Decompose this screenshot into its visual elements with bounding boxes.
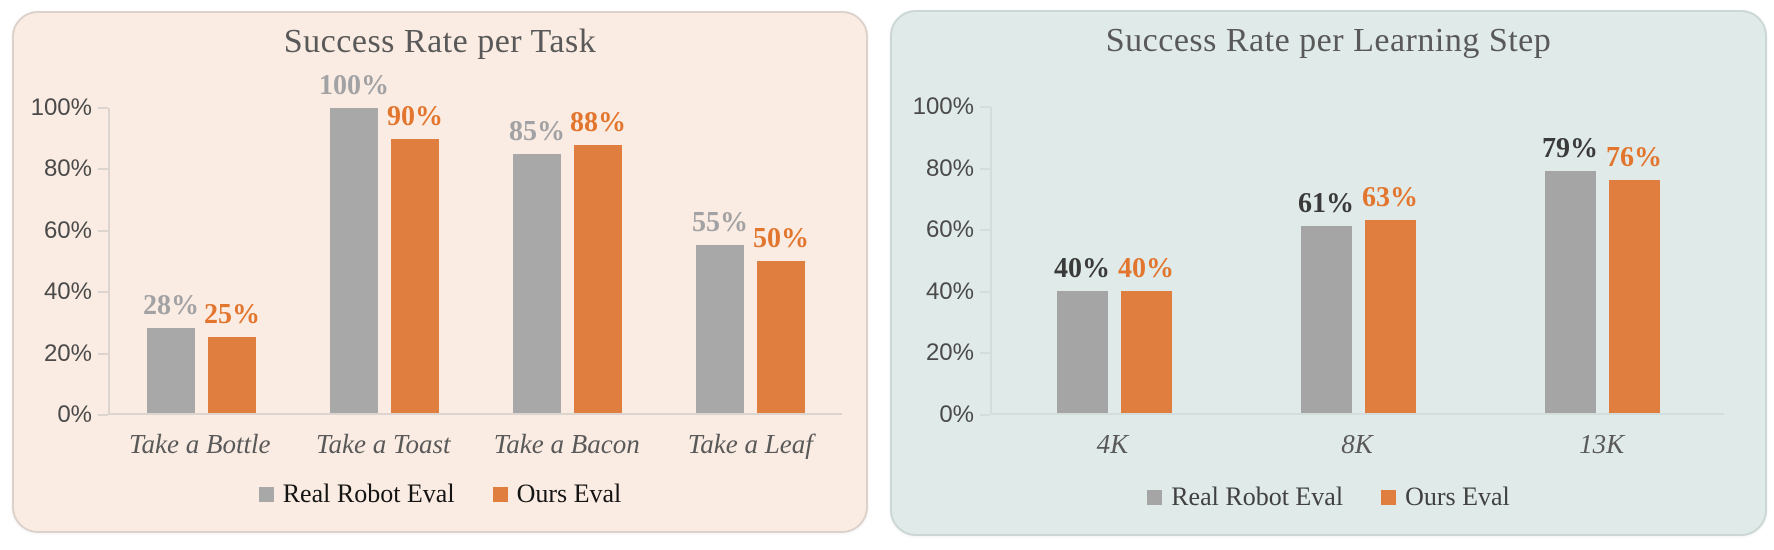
legend-swatch-icon (1147, 489, 1163, 505)
y-tick-mark (980, 352, 990, 355)
y-tick-label: 20% (43, 339, 92, 367)
bar-value-label: 25% (204, 298, 260, 330)
bar-value-label: 85% (509, 115, 565, 147)
y-tick-label: 80% (43, 155, 92, 183)
bar-real-robot-eval-take-a-leaf: 55% (692, 209, 748, 413)
legend-label: Ours Eval (1405, 482, 1510, 511)
legend-swatch-icon (1381, 489, 1397, 505)
y-tick-label: 100% (30, 94, 92, 121)
bar-ours-eval-13k: 76% (1606, 144, 1662, 413)
y-tick-mark (980, 414, 990, 416)
bar-value-label: 40% (1054, 252, 1110, 284)
y-tick-mark (980, 229, 990, 232)
bar-value-label: 55% (692, 207, 748, 239)
y-tick-label: 0% (57, 401, 92, 428)
legend-entry-real-robot-eval: Real Robot Eval (258, 479, 455, 508)
chart-title: Success Rate per Task (283, 23, 597, 60)
plot-area: 40% 40% 61% 63% 79% 76% (990, 107, 1724, 415)
bar-group-8k: 61% 63% (1236, 107, 1480, 413)
chart-title: Success Rate per Learning Step (1105, 22, 1552, 59)
bar-ours-eval-take-a-bacon: 88% (570, 108, 626, 413)
y-tick-label: 100% (912, 93, 974, 120)
plot-area: 28% 25% 100% 90% 85% 88% 55% 50% (108, 72, 842, 415)
bar-ours-eval-take-a-bottle: 25% (204, 300, 260, 413)
bar-real-robot-eval-13k: 79% (1542, 135, 1598, 413)
category-label-take-a-toast: Take a Toast (315, 429, 451, 459)
x-axis-category-labels: Take a Bottle Take a Toast Take a Bacon Tak… (108, 429, 842, 460)
legend: Real Robot Eval Ours Eval (892, 484, 1765, 510)
bar-real-robot-eval-take-a-bottle: 28% (143, 291, 199, 413)
bar-value-label: 88% (570, 106, 626, 138)
category-label-take-a-bottle: Take a Bottle (129, 429, 271, 459)
legend-swatch-icon (258, 486, 274, 502)
bar-value-label: 100% (319, 70, 389, 101)
bar-group-take-a-toast: 100% 90% (293, 72, 476, 413)
y-tick-mark (98, 352, 108, 355)
bar-value-label: 50% (753, 222, 809, 254)
bar-value-label: 79% (1542, 133, 1598, 165)
bar-ours-eval-take-a-leaf: 50% (753, 224, 809, 413)
bar-ours-eval-take-a-toast: 90% (387, 102, 443, 413)
legend-entry-ours-eval: Ours Eval (1381, 484, 1510, 510)
bar-group-take-a-bacon: 85% 88% (476, 108, 659, 413)
y-tick-label: 0% (939, 401, 974, 428)
bar-real-robot-eval-take-a-toast: 100% (319, 72, 389, 413)
bar-value-label: 90% (387, 100, 443, 132)
y-tick-label: 20% (925, 339, 974, 367)
y-axis: 0% 20% 40% 60% 80% 100% (14, 96, 108, 427)
legend-label: Real Robot Eval (1171, 482, 1344, 511)
bar-real-robot-eval-take-a-bacon: 85% (509, 117, 565, 413)
bar-value-label: 28% (143, 289, 199, 321)
legend-swatch-icon (492, 486, 508, 502)
bar-ours-eval-8k: 63% (1362, 184, 1418, 413)
legend-entry-ours-eval: Ours Eval (492, 479, 622, 508)
chart-panel-success-rate-per-learning-step: Success Rate per Learning Step 0% 20% 40% 6… (890, 10, 1767, 536)
bar-real-robot-eval-8k: 61% (1298, 190, 1354, 413)
bar-group-take-a-bottle: 28% 25% (110, 108, 293, 413)
y-tick-label: 80% (925, 154, 974, 182)
bar-ours-eval-4k: 40% (1118, 254, 1174, 413)
legend-label: Real Robot Eval (282, 479, 455, 508)
y-tick-mark (980, 106, 990, 108)
y-tick-label: 40% (925, 277, 974, 305)
y-tick-mark (98, 414, 108, 416)
category-label-take-a-leaf: Take a Leaf (687, 429, 813, 459)
legend-entry-real-robot-eval: Real Robot Eval (1147, 484, 1343, 510)
legend: Real Robot Eval Ours Eval (14, 481, 866, 507)
bar-group-take-a-leaf: 55% 50% (659, 108, 842, 413)
chart-panel-success-rate-per-task: Success Rate per Task 0% 20% 40% 60% 80% 100%… (12, 11, 868, 533)
legend-label: Ours Eval (516, 479, 622, 508)
y-tick-mark (98, 107, 108, 109)
bar-group-4k: 40% 40% (992, 107, 1236, 413)
bar-value-label: 40% (1118, 252, 1174, 284)
y-axis: 0% 20% 40% 60% 80% 100% (892, 95, 990, 427)
y-tick-mark (98, 229, 108, 232)
x-axis-category-labels: 4K 8K 13K (990, 429, 1724, 460)
y-tick-mark (98, 168, 108, 171)
bar-value-label: 61% (1298, 188, 1354, 220)
category-label-13k: 13K (1579, 429, 1625, 459)
y-tick-label: 60% (925, 216, 974, 244)
bar-value-label: 63% (1362, 182, 1418, 214)
bar-value-label: 76% (1606, 142, 1662, 174)
bar-group-13k: 79% 76% (1480, 107, 1724, 413)
category-label-8k: 8K (1341, 429, 1373, 459)
y-tick-mark (980, 167, 990, 170)
bar-real-robot-eval-4k: 40% (1054, 254, 1110, 413)
y-tick-label: 40% (43, 278, 92, 306)
y-tick-mark (98, 291, 108, 294)
category-label-take-a-bacon: Take a Bacon (493, 429, 640, 459)
category-label-4k: 4K (1096, 429, 1129, 459)
y-tick-mark (980, 290, 990, 293)
y-tick-label: 60% (43, 216, 92, 244)
